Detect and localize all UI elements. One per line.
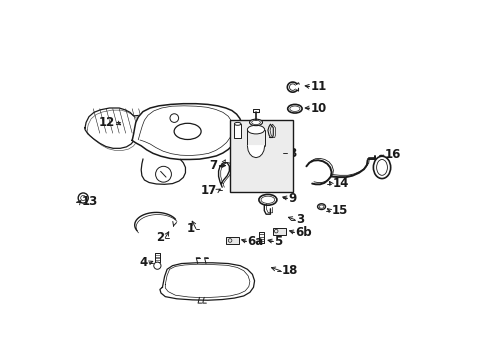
- Text: 13: 13: [81, 195, 98, 208]
- Text: 15: 15: [330, 204, 347, 217]
- Ellipse shape: [234, 122, 241, 125]
- Ellipse shape: [247, 125, 264, 134]
- Polygon shape: [160, 263, 254, 300]
- Bar: [226, 237, 239, 244]
- FancyBboxPatch shape: [230, 120, 292, 192]
- Circle shape: [153, 262, 161, 269]
- Text: 6a: 6a: [247, 235, 264, 248]
- Text: 7: 7: [209, 159, 218, 172]
- Polygon shape: [85, 108, 159, 148]
- Text: 16: 16: [384, 148, 400, 161]
- Text: 11: 11: [310, 80, 326, 93]
- Text: 17: 17: [201, 184, 217, 197]
- Text: 3: 3: [296, 213, 304, 226]
- Text: 4: 4: [139, 256, 147, 269]
- Ellipse shape: [373, 156, 390, 179]
- Text: 5: 5: [273, 235, 282, 248]
- Text: 9: 9: [288, 192, 296, 204]
- Text: 2: 2: [155, 231, 163, 244]
- Text: 6b: 6b: [295, 226, 312, 239]
- Text: 18: 18: [282, 264, 298, 277]
- Bar: [234, 124, 241, 138]
- Text: 12: 12: [99, 116, 115, 129]
- Text: 14: 14: [332, 177, 348, 190]
- Polygon shape: [132, 104, 241, 159]
- Bar: [272, 228, 285, 235]
- Text: 1: 1: [186, 222, 194, 235]
- Text: 8: 8: [288, 147, 296, 159]
- Polygon shape: [247, 146, 264, 158]
- Polygon shape: [141, 159, 185, 184]
- Ellipse shape: [249, 119, 262, 126]
- Text: 10: 10: [310, 102, 326, 114]
